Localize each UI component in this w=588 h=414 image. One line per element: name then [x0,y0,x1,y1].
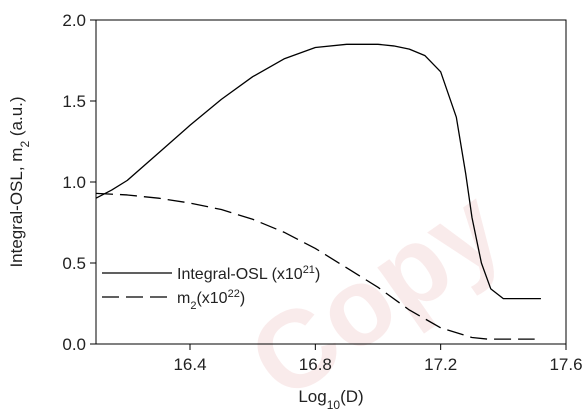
legend-m2-sup: 22 [228,288,240,300]
legend: Integral-OSL (x1021) m2(x1022) [102,264,320,312]
y-tick-label: 0.5 [62,254,86,273]
legend-integral-before: Integral-OSL (x10 [177,266,303,283]
x-tick-label: 16.8 [299,355,332,374]
y-axis-title-before: Integral-OSL, m [7,148,26,268]
watermark: Copy [228,165,524,414]
series-line-integral-osl [95,43,541,300]
x-tick-label: 17.2 [424,355,457,374]
y-tick-label: 0.0 [62,335,86,354]
x-axis-title: Log10(D) [298,387,363,412]
y-axis: 0.0 0.5 1.0 1.5 2.0 [62,11,96,354]
x-axis-title-sub: 10 [327,398,341,412]
y-tick-label: 2.0 [62,11,86,30]
legend-integral-sup: 21 [303,264,315,276]
legend-integral-after: ) [315,266,320,283]
x-tick-label: 17.6 [549,355,582,374]
y-axis-title-sub: 2 [18,141,32,148]
legend-label-integral-osl: Integral-OSL (x1021) [177,264,320,283]
y-axis-title-after: (a.u.) [7,96,26,140]
x-axis-title-rest: (D) [340,387,364,406]
series-layer [95,43,541,340]
legend-m2-before: m [177,290,190,307]
legend-m2-after: ) [240,290,245,307]
x-axis: 16.4 16.8 17.2 17.6 [173,344,583,374]
legend-m2-mid: (x10 [196,290,227,307]
plot-area: 0.0 0.5 1.0 1.5 2.0 16.4 16.8 17.2 17.6 [62,11,582,374]
y-tick-label: 1.5 [62,92,86,111]
x-axis-title-base: Log [298,387,326,406]
y-axis-title: Integral-OSL, m2 (a.u.) [7,96,32,267]
y-tick-label: 1.0 [62,173,86,192]
series-line-m2 [95,192,535,340]
x-tick-label: 16.4 [173,355,206,374]
legend-label-m2: m2(x1022) [177,288,245,312]
legend-m2-sub: 2 [190,300,196,312]
